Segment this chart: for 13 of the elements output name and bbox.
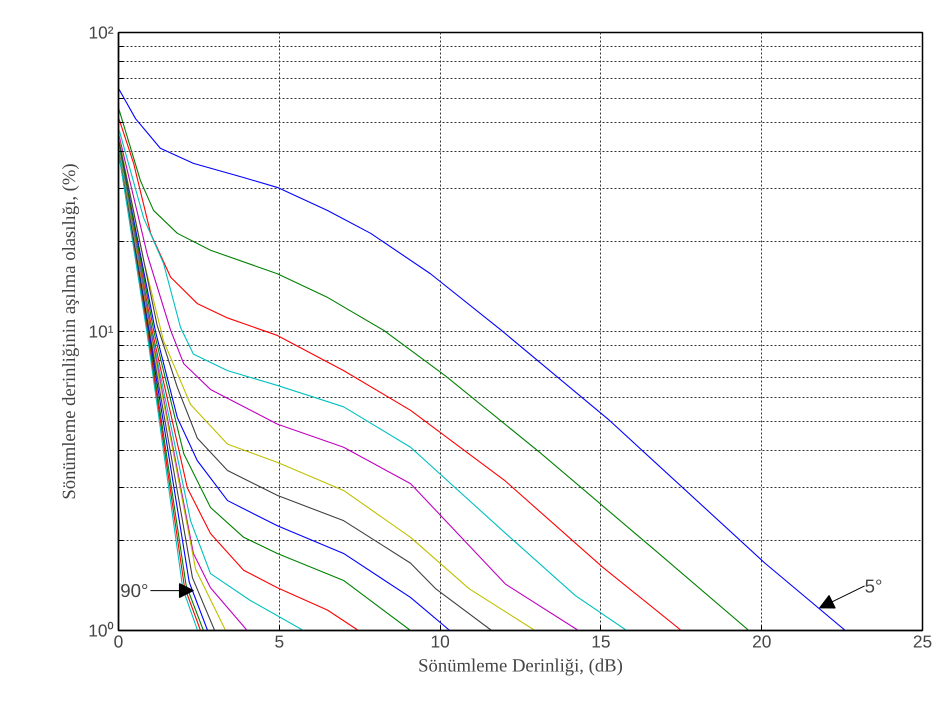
annotation: 90° (120, 580, 148, 602)
x-tick-label: 5 (274, 632, 284, 652)
y-tick-label: 10² (88, 22, 114, 42)
annotation: 5° (864, 575, 882, 596)
x-tick-label: 20 (752, 632, 772, 652)
x-tick-label: 25 (912, 632, 932, 652)
x-tick-label: 0 (114, 632, 124, 652)
x-axis-title: Sönümleme Derinliği, (dB) (418, 656, 623, 676)
x-tick-label: 15 (591, 632, 611, 652)
y-axis-title: Sönümleme derinliğinin aşılma olasılığı, (%) (59, 163, 80, 500)
y-tick-label: 10⁰ (88, 620, 114, 640)
x-tick-label: 10 (430, 632, 450, 652)
y-tick-label: 10¹ (88, 322, 114, 342)
